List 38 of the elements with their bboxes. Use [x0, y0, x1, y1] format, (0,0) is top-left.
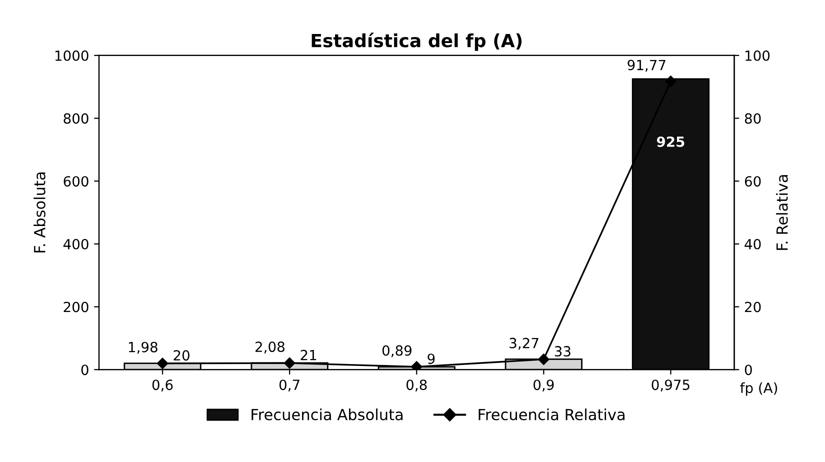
- x-tick-label: 0,8: [406, 380, 427, 392]
- y-tick-label: 1000: [55, 50, 88, 61]
- x-tick-label: 0,975: [652, 380, 690, 392]
- y-tick-label: 0: [81, 364, 88, 376]
- y2-axis-title: F. Relativa: [776, 175, 788, 250]
- data-label: 20: [174, 350, 190, 361]
- y2-tick-label: 100: [746, 50, 770, 61]
- point: [538, 354, 550, 365]
- y-tick-label: 200: [64, 302, 88, 312]
- point: [156, 358, 168, 369]
- y-tick-label: 800: [64, 113, 88, 124]
- y2-tick-label: 60: [744, 176, 761, 187]
- chart-title: Estadística del fp (A): [312, 32, 522, 51]
- data-label: 91,77: [628, 60, 666, 72]
- x-tick-label: 0,7: [279, 380, 300, 392]
- data-label: 0,89: [382, 345, 412, 358]
- x-tick-label: 0,9: [534, 380, 554, 392]
- x-axis-title: fp (A): [740, 382, 778, 396]
- point: [665, 76, 676, 87]
- data-label: 3,27: [510, 338, 538, 350]
- y2-tick-label: 80: [744, 113, 761, 124]
- y2-tick-label: 0: [744, 364, 752, 376]
- point: [284, 357, 296, 369]
- point: [411, 361, 422, 370]
- data-label: 2,08: [256, 342, 284, 354]
- y-tick-label: 600: [64, 176, 88, 187]
- data-label: 9: [428, 354, 435, 364]
- data-label: 21: [300, 350, 316, 360]
- data-label: 33: [554, 346, 570, 357]
- data-label: 925: [656, 136, 684, 147]
- legend-label: Frecuencia Absoluta: [252, 408, 403, 420]
- y2-tick-label: 20: [744, 302, 761, 312]
- y-tick-label: 400: [63, 238, 88, 250]
- y-axis-title: F. Absoluta: [34, 172, 46, 252]
- legend-label: Frecuencia Relativa: [478, 408, 624, 420]
- y2-tick-label: 40: [744, 238, 761, 250]
- x-tick-label: 0,6: [152, 380, 173, 392]
- data-label: 1,98: [128, 342, 158, 354]
